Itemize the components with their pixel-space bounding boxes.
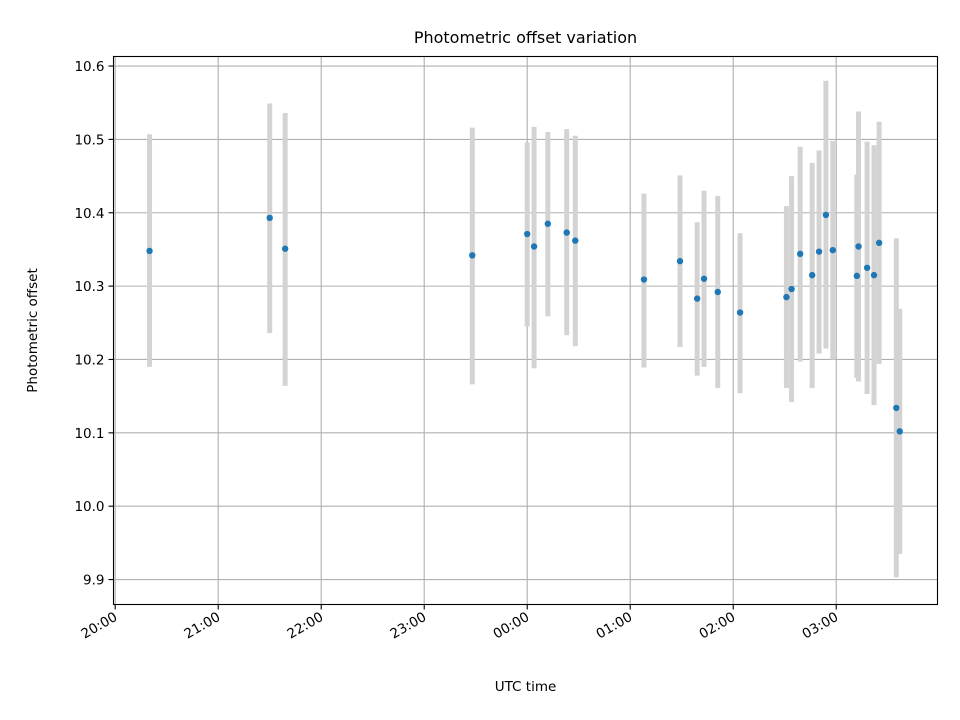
- error-bars: [147, 80, 903, 578]
- x-tick-label: 00:00: [491, 609, 533, 642]
- data-point: [700, 275, 708, 282]
- data-point: [875, 239, 883, 247]
- data-point: [469, 252, 476, 259]
- data-point: [796, 250, 804, 258]
- y-tick-label: 10.4: [74, 206, 104, 222]
- y-tick-label: 10.2: [74, 352, 104, 368]
- data-point: [829, 246, 836, 254]
- data-point: [863, 264, 871, 271]
- data-point: [714, 288, 721, 296]
- data-point: [281, 245, 289, 252]
- data-point: [808, 271, 816, 279]
- y-tick-label: 10.3: [74, 279, 104, 295]
- data-point: [524, 230, 531, 238]
- data-point: [266, 214, 273, 222]
- data-point: [815, 248, 823, 255]
- data-point: [783, 293, 790, 301]
- data-point: [563, 229, 570, 236]
- y-tick-label: 10.1: [74, 426, 104, 442]
- y-tick-label: 9.9: [83, 573, 104, 589]
- data-point: [896, 428, 903, 435]
- y-tick-label: 10.5: [74, 132, 104, 148]
- data-point: [736, 309, 744, 316]
- data-point: [853, 272, 861, 280]
- data-point: [676, 257, 684, 265]
- axis-ticks: 9.9 10.0 10.1 10.2 10.3 10.4 10.5 10.6 20:00 21:0…: [74, 59, 841, 642]
- x-tick-label: 03:00: [800, 609, 842, 642]
- data-point: [893, 404, 900, 412]
- data-point: [788, 285, 795, 293]
- plot-area-frame: [112, 55, 939, 606]
- data-point: [870, 271, 878, 279]
- y-tick-label: 10.6: [74, 59, 104, 75]
- x-axis-label: UTC time: [495, 679, 557, 695]
- x-tick-label: 21:00: [182, 609, 224, 642]
- data-point: [855, 243, 862, 250]
- x-tick-label: 20:00: [79, 609, 121, 642]
- data-point: [530, 243, 538, 250]
- x-tick-label: 02:00: [697, 609, 739, 642]
- data-points: [146, 211, 903, 435]
- x-tick-label: 22:00: [285, 609, 327, 642]
- data-point: [572, 237, 579, 244]
- y-axis-label: Photometric offset: [25, 268, 41, 392]
- data-point: [544, 220, 552, 227]
- x-tick-label: 23:00: [388, 609, 430, 642]
- data-point: [822, 211, 830, 219]
- y-tick-label: 10.0: [74, 499, 104, 515]
- data-point: [146, 247, 153, 255]
- data-point: [640, 276, 648, 283]
- x-tick-label: 01:00: [594, 609, 636, 642]
- chart-title: Photometric offset variation: [414, 28, 637, 47]
- data-point: [693, 295, 701, 302]
